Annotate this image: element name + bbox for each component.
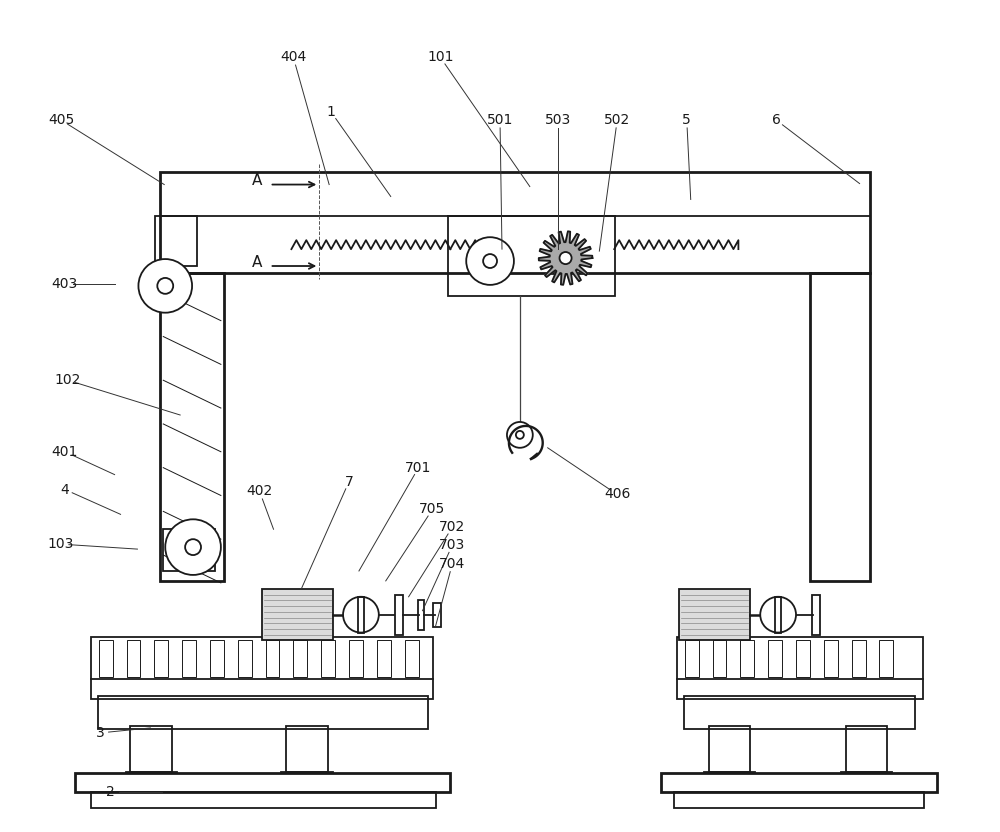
Text: 5: 5 [682, 113, 691, 127]
Text: A: A [251, 173, 262, 188]
Text: 6: 6 [772, 113, 781, 127]
Circle shape [185, 539, 201, 555]
Bar [661, 773, 937, 792]
Bar [405, 641, 419, 677]
Text: 702: 702 [439, 520, 465, 534]
Circle shape [138, 259, 192, 313]
Circle shape [165, 519, 221, 575]
Bar [98, 696, 428, 729]
Bar [418, 600, 424, 630]
Text: 4: 4 [61, 483, 69, 497]
Bar [91, 792, 436, 809]
Text: 501: 501 [487, 113, 513, 127]
Circle shape [157, 278, 173, 294]
Bar [130, 726, 172, 771]
Text: 705: 705 [419, 503, 446, 517]
Circle shape [343, 597, 379, 632]
Bar [796, 641, 810, 677]
Bar [182, 641, 196, 677]
Text: 405: 405 [48, 113, 74, 127]
Text: 102: 102 [55, 374, 81, 387]
Text: 406: 406 [604, 488, 630, 502]
Bar [160, 171, 870, 273]
Bar [674, 792, 924, 809]
Text: 101: 101 [427, 51, 454, 64]
Text: 402: 402 [246, 484, 273, 498]
Circle shape [516, 431, 524, 438]
Bar [75, 773, 450, 792]
Circle shape [507, 422, 533, 448]
Text: 2: 2 [106, 785, 115, 800]
Bar [155, 216, 197, 266]
Text: 703: 703 [439, 538, 465, 552]
Bar [395, 595, 403, 635]
Text: 401: 401 [52, 445, 78, 458]
Bar [286, 726, 328, 771]
Bar [684, 696, 915, 729]
Circle shape [560, 252, 572, 264]
Text: 701: 701 [405, 461, 432, 474]
Polygon shape [539, 231, 592, 285]
Bar [99, 641, 113, 677]
Text: 7: 7 [345, 474, 353, 488]
Bar [266, 641, 279, 677]
Bar [154, 641, 168, 677]
Bar [812, 595, 820, 635]
Text: 404: 404 [280, 51, 307, 64]
Text: A: A [251, 255, 262, 270]
Bar [768, 641, 782, 677]
Bar [262, 589, 333, 641]
Circle shape [466, 237, 514, 285]
Text: 3: 3 [96, 726, 105, 740]
Bar [448, 216, 615, 296]
Bar [163, 529, 215, 571]
Bar [713, 641, 726, 677]
Circle shape [483, 254, 497, 268]
Bar [824, 641, 838, 677]
Text: 403: 403 [52, 277, 78, 291]
Text: 1: 1 [327, 105, 336, 119]
Bar [810, 273, 870, 581]
Bar [846, 726, 887, 771]
Bar [775, 597, 781, 632]
Bar [679, 589, 750, 641]
Circle shape [760, 597, 796, 632]
Bar [709, 726, 750, 771]
Text: 503: 503 [544, 113, 571, 127]
Bar [433, 602, 441, 626]
Bar [740, 641, 754, 677]
Bar [160, 273, 224, 581]
Bar [685, 641, 699, 677]
Bar [293, 641, 307, 677]
Text: 103: 103 [48, 537, 74, 551]
Bar [91, 636, 433, 699]
Bar [677, 636, 923, 699]
Bar [358, 597, 364, 632]
Bar [879, 641, 893, 677]
Bar [210, 641, 224, 677]
Bar [852, 641, 866, 677]
Bar [127, 641, 140, 677]
Bar [321, 641, 335, 677]
Bar [377, 641, 391, 677]
Bar [349, 641, 363, 677]
Text: 502: 502 [604, 113, 630, 127]
Bar [238, 641, 252, 677]
Text: 704: 704 [439, 557, 465, 571]
